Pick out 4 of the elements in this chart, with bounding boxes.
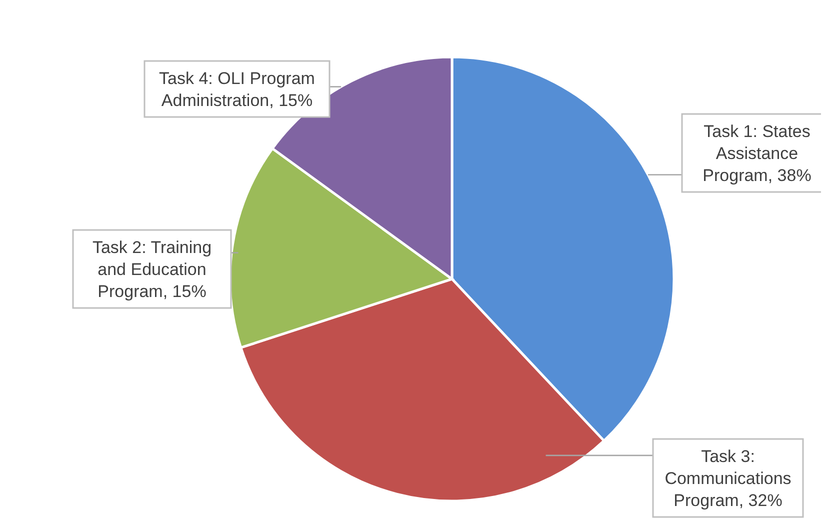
slice-label: Task 2: Training and Education Program, 15% (92, 238, 212, 301)
slice-label: Task 3: Communications Program, 32% (664, 447, 792, 510)
slice-label: Task 4: OLI Program Administration, 15% (159, 69, 315, 110)
slice-label: Task 1: States Assistance Program, 38% (702, 122, 812, 185)
